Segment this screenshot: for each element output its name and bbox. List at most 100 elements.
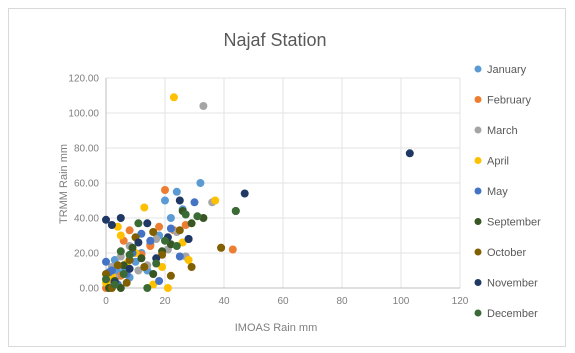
- data-point: [193, 212, 202, 221]
- data-point: [110, 280, 119, 289]
- data-point: [134, 219, 143, 228]
- data-point: [155, 222, 164, 231]
- data-point: [149, 270, 158, 278]
- x-tick-label: 0: [103, 296, 109, 307]
- data-point: [240, 189, 249, 198]
- data-point: [158, 250, 167, 259]
- data-point: [190, 198, 199, 207]
- y-axis-title: TRMM Rain mm: [58, 144, 70, 224]
- data-point: [116, 231, 125, 240]
- data-point: [134, 238, 143, 247]
- legend-marker: [474, 279, 482, 286]
- legend-marker: [474, 96, 482, 103]
- chart-title: Najaf Station: [223, 30, 326, 50]
- y-tick-label: 20.00: [74, 249, 99, 260]
- legend-label: October: [487, 247, 526, 259]
- data-point: [116, 284, 125, 292]
- data-point: [158, 263, 167, 271]
- data-point: [125, 264, 134, 273]
- x-axis-title: IMOAS Rain mm: [235, 322, 318, 334]
- data-point: [149, 280, 158, 289]
- data-point: [169, 93, 178, 102]
- data-point: [231, 207, 240, 215]
- data-point: [161, 196, 169, 205]
- data-point: [166, 224, 175, 233]
- data-point: [196, 179, 205, 187]
- data-point: [128, 243, 137, 252]
- data-point: [184, 256, 193, 264]
- legend-marker: [474, 187, 482, 195]
- legend-label: September: [487, 217, 541, 229]
- x-tick-label: 120: [452, 296, 469, 307]
- data-point: [405, 149, 414, 158]
- data-point: [119, 261, 128, 270]
- data-point: [113, 261, 122, 270]
- y-tick-label: 40.00: [74, 214, 99, 225]
- y-tick-label: 100.00: [68, 109, 99, 120]
- data-point: [155, 277, 164, 285]
- data-point: [119, 270, 128, 278]
- data-point: [172, 187, 181, 196]
- data-point: [107, 221, 116, 229]
- data-point: [102, 215, 110, 224]
- y-tick-label: 120.00: [68, 74, 99, 85]
- data-point: [149, 228, 158, 236]
- data-point: [211, 196, 220, 205]
- data-point: [137, 254, 146, 263]
- legend-label: March: [487, 125, 518, 137]
- data-point: [166, 214, 175, 222]
- data-point: [199, 214, 208, 222]
- legend-label: November: [487, 278, 538, 290]
- data-point: [175, 252, 184, 261]
- legend-marker: [474, 65, 482, 73]
- legend-label: January: [487, 64, 527, 76]
- data-point: [152, 259, 161, 268]
- data-point: [122, 278, 131, 287]
- data-point: [228, 245, 237, 254]
- x-tick-label: 60: [277, 296, 289, 307]
- x-tick-label: 100: [393, 296, 410, 307]
- data-point: [161, 186, 169, 194]
- data-point: [172, 242, 181, 250]
- y-tick-label: 0.00: [80, 284, 100, 295]
- data-point: [102, 257, 110, 266]
- data-point: [166, 271, 175, 280]
- data-point: [181, 210, 190, 219]
- legend-label: April: [487, 156, 509, 168]
- data-point: [102, 275, 110, 284]
- data-point: [175, 196, 184, 205]
- x-tick-label: 20: [159, 296, 171, 307]
- legend-label: May: [487, 186, 508, 198]
- legend-marker: [474, 218, 482, 225]
- data-point: [137, 229, 146, 238]
- legend-marker: [474, 248, 482, 256]
- data-point: [217, 243, 226, 252]
- legend-marker: [474, 157, 482, 164]
- y-tick-label: 80.00: [74, 144, 99, 155]
- legend: January February March April May September Oct…: [474, 64, 541, 320]
- scatter-chart: Najaf Station 0 20 40 60 80 100 120 0.00 20.00 40…: [58, 30, 541, 334]
- data-point: [161, 236, 169, 245]
- data-point: [143, 284, 152, 292]
- chart-frame: Najaf Station 0 20 40 60 80 100 120 0.00 20.00 40…: [8, 8, 566, 347]
- data-point: [143, 219, 152, 228]
- legend-label: December: [487, 308, 538, 320]
- data-point: [187, 263, 196, 271]
- data-point: [125, 250, 134, 259]
- data-point: [175, 226, 184, 235]
- legend-marker: [474, 126, 482, 134]
- data-point: [178, 238, 187, 247]
- data-point: [140, 203, 149, 212]
- data-point: [163, 284, 172, 292]
- data-point: [187, 219, 196, 228]
- data-point: [140, 263, 149, 271]
- x-tick-label: 80: [336, 296, 348, 307]
- data-point: [125, 226, 134, 235]
- axes: 0 20 40 60 80 100 120 0.00 20.00 40.00 60.00 80.00 1…: [68, 74, 468, 308]
- data-point: [184, 235, 193, 243]
- data-point: [199, 102, 208, 110]
- y-tick-label: 60.00: [74, 179, 99, 190]
- legend-label: February: [487, 95, 532, 107]
- data-point: [134, 266, 143, 275]
- data-point: [116, 247, 125, 256]
